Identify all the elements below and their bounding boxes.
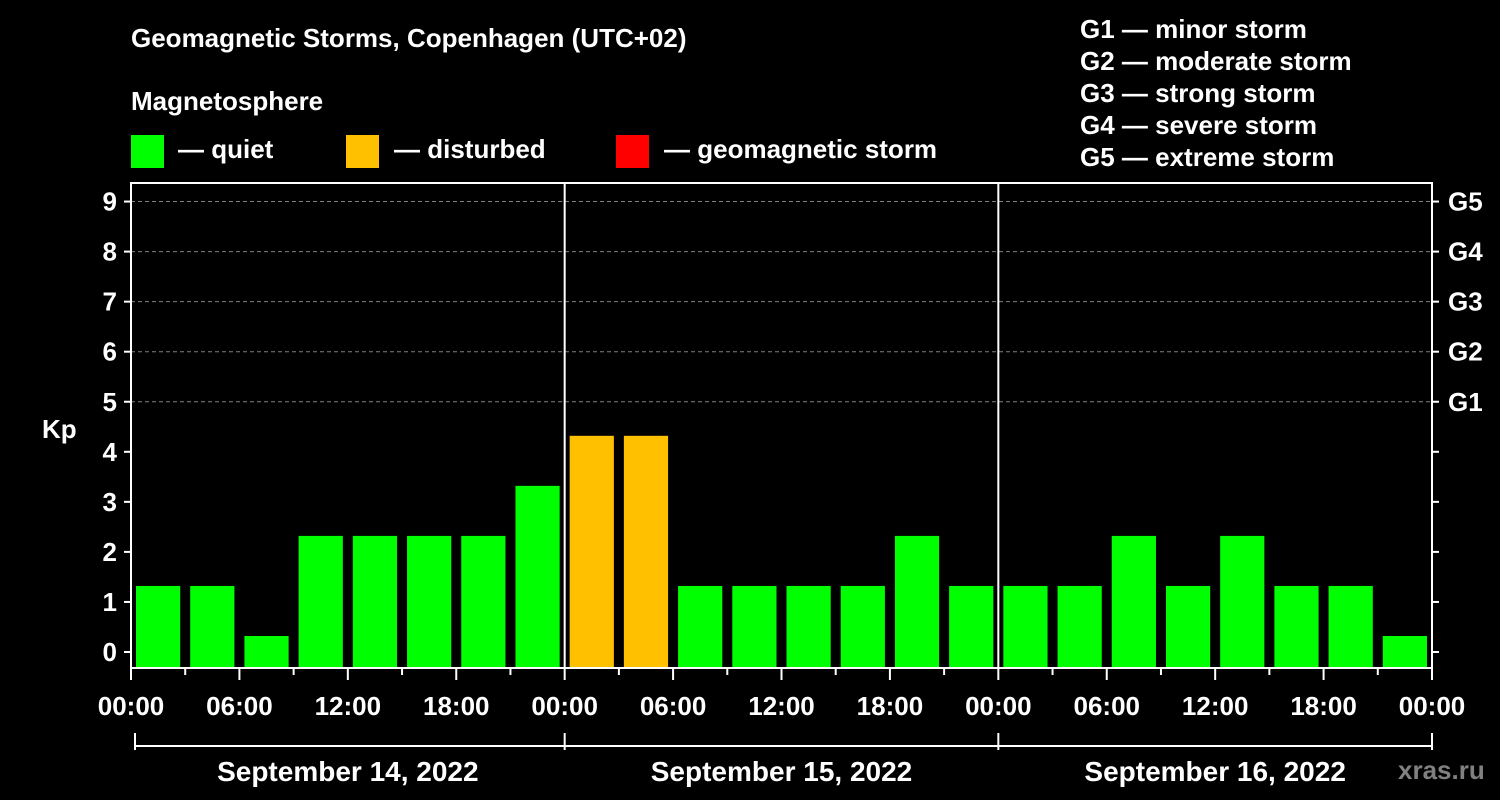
bar-4 xyxy=(352,535,398,668)
xtick-label-7: 18:00 xyxy=(857,691,924,721)
bar-9 xyxy=(623,435,669,668)
bar-20 xyxy=(1220,535,1265,668)
ytick-label-5: 5 xyxy=(103,387,117,417)
right-axis-label-g2: G2 xyxy=(1448,337,1483,367)
xtick-label-12: 00:00 xyxy=(1399,691,1466,721)
storm-scale-g1: G1 — minor storm xyxy=(1080,14,1307,44)
date-label-0: September 14, 2022 xyxy=(217,756,479,787)
axis-labels: 0 1 2 3 4 5 6 7 8 9 G1 G2 G3 G4 G5 Kp 00:00 06:00 12:00 18:… xyxy=(42,187,1483,787)
y-axis-title: Kp xyxy=(42,414,77,444)
watermark: xras.ru xyxy=(1398,755,1485,785)
xtick-label-11: 18:00 xyxy=(1290,691,1357,721)
gridlines xyxy=(131,201,1432,403)
date-label-1: September 15, 2022 xyxy=(651,756,913,787)
xtick-label-10: 12:00 xyxy=(1182,691,1249,721)
bar-11 xyxy=(732,585,777,668)
right-axis-label-g1: G1 xyxy=(1448,387,1483,417)
bar-22 xyxy=(1328,585,1373,668)
legend-label-storm: — geomagnetic storm xyxy=(664,134,938,164)
storm-scale-g5: G5 — extreme storm xyxy=(1080,142,1335,172)
xtick-label-3: 18:00 xyxy=(423,691,490,721)
bar-15 xyxy=(949,585,994,668)
ytick-label-0: 0 xyxy=(103,637,117,667)
bars xyxy=(136,435,1427,668)
bar-2 xyxy=(244,636,289,668)
bar-19 xyxy=(1165,585,1211,668)
bar-23 xyxy=(1382,636,1427,668)
bar-21 xyxy=(1274,585,1319,668)
ytick-label-9: 9 xyxy=(103,187,117,217)
legend-swatch-quiet xyxy=(131,135,164,168)
bar-0 xyxy=(136,585,181,668)
legend-swatch-storm xyxy=(616,135,649,168)
legend-label-quiet: — quiet xyxy=(178,134,274,164)
bar-17 xyxy=(1057,585,1102,668)
xtick-label-9: 06:00 xyxy=(1074,691,1141,721)
right-axis-label-g4: G4 xyxy=(1448,237,1483,267)
right-axis-label-g3: G3 xyxy=(1448,287,1483,317)
ytick-label-6: 6 xyxy=(103,337,117,367)
storm-scale-g3: G3 — strong storm xyxy=(1080,78,1316,108)
ytick-label-2: 2 xyxy=(103,537,117,567)
chart-title: Geomagnetic Storms, Copenhagen (UTC+02) xyxy=(131,23,687,53)
date-label-2: September 16, 2022 xyxy=(1084,756,1346,787)
section-label: Magnetosphere xyxy=(131,86,324,116)
xtick-label-8: 00:00 xyxy=(965,691,1032,721)
legend-label-disturbed: — disturbed xyxy=(394,134,546,164)
bar-8 xyxy=(569,435,614,668)
bar-6 xyxy=(461,535,506,668)
bar-18 xyxy=(1111,535,1156,668)
bar-10 xyxy=(678,585,723,668)
legend-swatch-disturbed xyxy=(346,135,379,168)
bar-14 xyxy=(894,535,940,668)
bar-13 xyxy=(840,585,885,668)
xtick-label-4: 00:00 xyxy=(531,691,598,721)
ytick-label-7: 7 xyxy=(103,287,117,317)
xtick-label-5: 06:00 xyxy=(640,691,707,721)
xtick-label-2: 12:00 xyxy=(315,691,382,721)
bar-5 xyxy=(407,535,452,668)
right-axis-label-g5: G5 xyxy=(1448,187,1483,217)
bar-1 xyxy=(190,585,235,668)
xtick-label-0: 00:00 xyxy=(98,691,165,721)
bar-7 xyxy=(515,485,560,668)
xtick-label-1: 06:00 xyxy=(206,691,273,721)
ytick-label-8: 8 xyxy=(103,237,117,267)
ytick-label-1: 1 xyxy=(103,587,117,617)
ytick-label-3: 3 xyxy=(103,487,117,517)
bar-12 xyxy=(786,585,831,668)
bar-16 xyxy=(1003,585,1048,668)
ytick-label-4: 4 xyxy=(103,437,118,467)
storm-scale-g2: G2 — moderate storm xyxy=(1080,46,1352,76)
bar-3 xyxy=(298,535,343,668)
storm-scale-g4: G4 — severe storm xyxy=(1080,110,1318,140)
plot-frame xyxy=(124,182,1439,750)
xtick-label-6: 12:00 xyxy=(748,691,815,721)
